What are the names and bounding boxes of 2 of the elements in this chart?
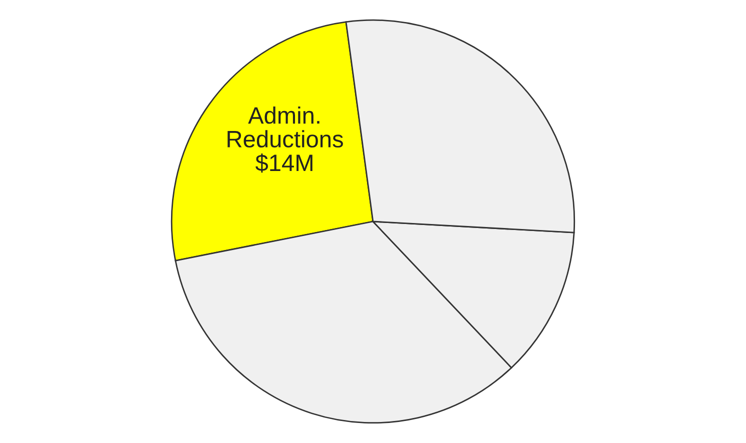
data-label: $14M <box>255 154 312 173</box>
slice-label: Admin. Reductions <box>228 106 343 148</box>
